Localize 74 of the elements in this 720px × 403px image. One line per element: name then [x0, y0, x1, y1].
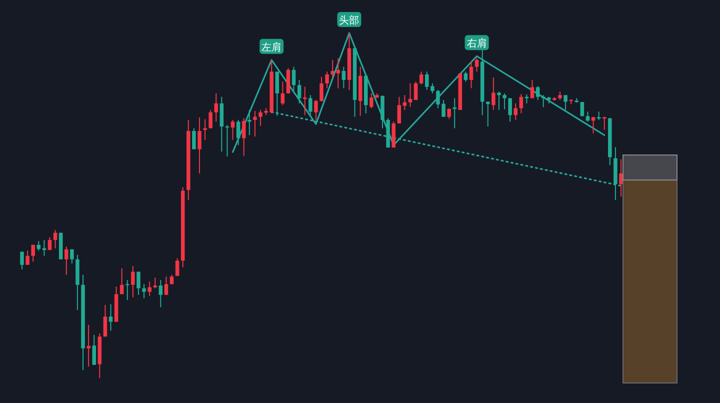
- candlestick: [203, 118, 207, 140]
- candlestick: [242, 118, 246, 156]
- candlestick: [402, 94, 407, 110]
- candlestick: [452, 98, 456, 129]
- candlestick: [153, 277, 157, 289]
- candlestick: [469, 61, 474, 89]
- candlestick: [397, 96, 402, 124]
- candlestick: [258, 109, 262, 126]
- candlestick: [302, 86, 307, 116]
- candlestick: [492, 77, 496, 110]
- candlestick: [564, 94, 568, 110]
- candlestick: [192, 128, 196, 150]
- candlestick: [536, 86, 540, 100]
- candlestick: [48, 236, 52, 251]
- candlestick: [619, 158, 623, 198]
- candlestick: [214, 92, 218, 122]
- candlestick: [125, 280, 130, 301]
- candlestick: [198, 117, 202, 174]
- candlestick: [414, 81, 418, 100]
- candlestick: [474, 58, 479, 72]
- candlestick: [370, 92, 374, 109]
- candlestick: [64, 246, 68, 276]
- candlestick: [292, 66, 296, 92]
- candlestick: [502, 92, 506, 110]
- candlestick: [253, 110, 257, 137]
- candlestick: [36, 240, 41, 252]
- candlestick: [20, 251, 24, 270]
- candlestick: [308, 94, 312, 116]
- candlestick: [408, 82, 412, 108]
- candlestick: [108, 304, 113, 332]
- candlestick: [514, 102, 518, 120]
- candlestick: [31, 244, 35, 262]
- candlestick: [586, 111, 590, 122]
- candlestick: [519, 94, 524, 114]
- annotation: 右肩: [466, 38, 487, 50]
- text: 头部: [339, 14, 360, 26]
- annotation: 左肩: [262, 41, 282, 54]
- candlestick: [131, 265, 135, 298]
- candlestick: [280, 81, 285, 106]
- candlestick: [70, 248, 74, 264]
- candlestick: [26, 250, 30, 266]
- candlestick: [342, 66, 346, 89]
- candlestick: [92, 334, 96, 366]
- candlestick: [175, 258, 180, 276]
- candlestick: [297, 79, 302, 104]
- candlestick: [236, 119, 240, 146]
- candlestick: [86, 324, 90, 368]
- candlestick: [142, 284, 146, 299]
- candlestick: [580, 102, 584, 117]
- candlestick: [230, 119, 235, 140]
- candlestick: [314, 99, 318, 120]
- candlestick: [248, 109, 252, 136]
- candlestick: [330, 59, 334, 79]
- candlestick: [53, 229, 58, 249]
- candlestick: [103, 304, 108, 338]
- candlestick: [591, 116, 596, 134]
- candlestick: [497, 91, 501, 110]
- candlestick: [325, 71, 329, 89]
- candlestick: [286, 68, 290, 94]
- candlestick: [508, 98, 512, 122]
- candlestick: [336, 58, 340, 89]
- candlestick: [447, 108, 451, 120]
- candlestick: [220, 96, 224, 152]
- candlestick: [208, 109, 212, 129]
- candlestick: [602, 116, 606, 130]
- candlestick: [464, 71, 468, 82]
- candlestick: [136, 271, 140, 296]
- candlestick: [486, 101, 490, 127]
- candlestick: [164, 276, 168, 296]
- candlestick: [419, 71, 424, 85]
- candlestick: [530, 79, 534, 99]
- candlestick: [320, 76, 324, 102]
- candlestick: [148, 281, 152, 296]
- candlestick: [158, 280, 163, 308]
